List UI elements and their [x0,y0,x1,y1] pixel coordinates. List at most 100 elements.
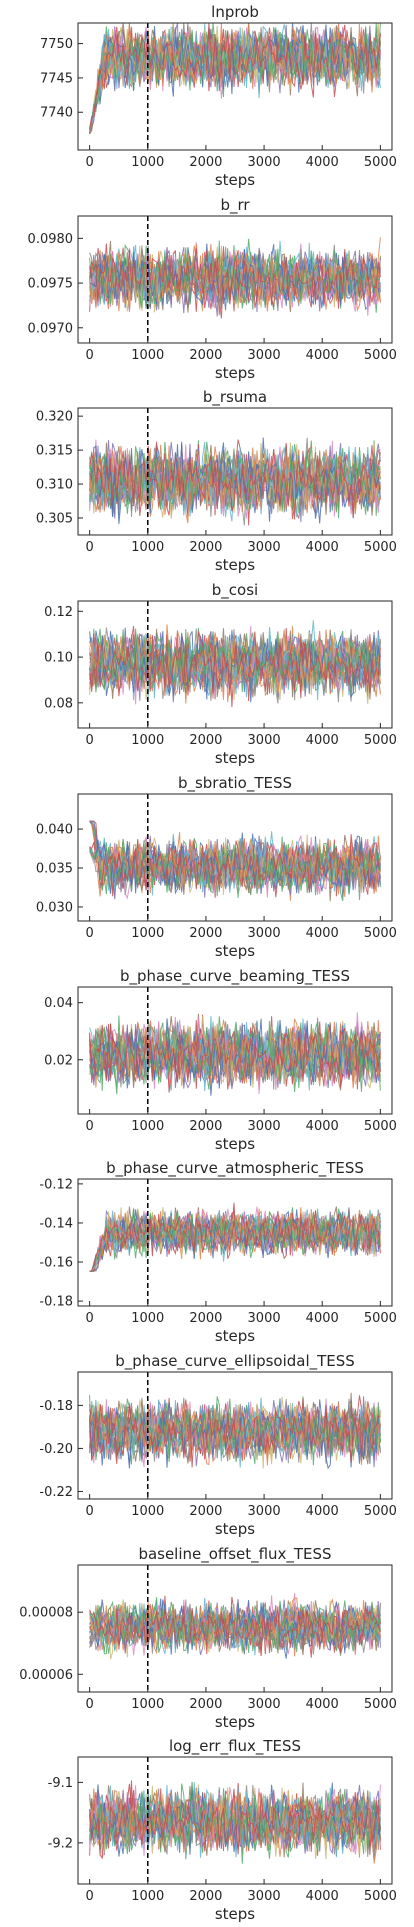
y-tick-label: -9.1 [48,1776,73,1791]
walker-trace [89,442,381,519]
x-tick-label: 5000 [364,1504,397,1519]
x-tick-label: 1000 [131,1118,164,1133]
x-tick-label: 2000 [189,155,222,170]
x-tick-label: 4000 [306,1118,339,1133]
x-tick-label: 0 [86,1889,94,1904]
y-tick-label: 0.305 [36,512,73,527]
trace-panel-b-sbratio-tess: b_sbratio_TESS 0 1000 2000 3000 4000 5000 0.030… [36,774,397,960]
x-tick-label: 5000 [364,926,397,941]
y-tick-label: 0.00008 [19,1605,73,1620]
trace-panel-log-err-flux-tess: log_err_flux_TESS 0 1000 2000 3000 4000 5000 -9… [48,1737,397,1923]
y-tick-label: 0.030 [36,900,73,915]
trace-panel-b-rr: b_rr 0 1000 2000 3000 4000 5000 0.0970 0.0975 0.0… [28,196,397,382]
plot-frame [77,600,393,729]
panel-title: lnprob [211,3,259,21]
trace-panel-baseline-offset-flux-tess: baseline_offset_flux_TESS 0 1000 2000 3000 40… [19,1545,397,1731]
x-tick-label: 5000 [364,1311,397,1326]
panel-title: b_phase_curve_ellipsoidal_TESS [115,1352,355,1371]
walker-trace [89,23,381,129]
x-tick-label: 4000 [306,1504,339,1519]
x-tick-label: 5000 [364,733,397,748]
x-tick-label: 1000 [131,540,164,555]
walker-trace [89,1603,381,1650]
y-tick-label: 0.310 [36,478,73,493]
x-tick-label: 0 [86,1504,94,1519]
walker-trace [89,445,381,520]
x-tick-label: 3000 [248,1504,281,1519]
y-tick-label: -9.2 [48,1837,73,1852]
x-tick-label: 3000 [248,1118,281,1133]
y-tick-label: 0.0970 [28,321,73,336]
trace-panel-b-phase-curve-ellipsoidal-tess: b_phase_curve_ellipsoidal_TESS 0 1000 2000 3… [39,1352,397,1538]
x-tick-label: 3000 [248,1311,281,1326]
y-tick-label: 0.320 [36,410,73,425]
plot-frame [77,1371,393,1500]
plot-frame [77,1178,393,1307]
x-tick-label: 0 [86,733,94,748]
x-axis-label: steps [215,1327,255,1345]
walker-trace [89,1603,381,1656]
y-tick-label: 0.040 [36,822,73,837]
y-tick-label: 0.04 [44,996,73,1011]
panel-title: b_cosi [212,581,258,600]
x-tick-label: 3000 [248,926,281,941]
walker-trace [89,1398,381,1468]
x-axis-label: steps [215,1520,255,1538]
trace-panel-b-rsuma: b_rsuma 0 1000 2000 3000 4000 5000 0.305 0.310 0.… [36,388,397,574]
y-tick-label: 0.02 [44,1053,73,1068]
x-tick-label: 1000 [131,926,164,941]
x-tick-label: 2000 [189,348,222,363]
y-tick-label: 0.035 [36,861,73,876]
x-tick-label: 5000 [364,1889,397,1904]
panel-title: baseline_offset_flux_TESS [138,1545,331,1564]
x-tick-label: 1000 [131,1889,164,1904]
x-tick-label: 3000 [248,733,281,748]
y-tick-label: 0.00006 [19,1667,73,1682]
y-tick-label: 0.0975 [28,276,73,291]
plot-frame [77,793,393,922]
plot-frame [77,215,393,344]
x-tick-label: 5000 [364,155,397,170]
walker-traces [89,620,381,708]
panel-title: b_phase_curve_atmospheric_TESS [106,1159,364,1178]
trace-panel-b-cosi: b_cosi 0 1000 2000 3000 4000 5000 0.08 0.10 0.12 s… [44,581,397,767]
x-tick-label: 1000 [131,155,164,170]
x-tick-label: 4000 [306,1697,339,1712]
x-axis-label: steps [215,1905,255,1923]
x-tick-label: 4000 [306,1889,339,1904]
y-tick-label: 7745 [40,71,73,86]
x-tick-label: 2000 [189,1504,222,1519]
x-tick-label: 0 [86,926,94,941]
x-tick-label: 2000 [189,540,222,555]
x-tick-label: 2000 [189,1697,222,1712]
walker-traces [89,237,381,319]
y-tick-label: -0.22 [39,1485,73,1500]
x-tick-label: 4000 [306,348,339,363]
x-axis-label: steps [215,1134,255,1152]
x-axis-label: steps [215,942,255,960]
x-tick-label: 0 [86,1311,94,1326]
x-tick-label: 1000 [131,733,164,748]
walker-trace [89,833,381,897]
y-tick-label: -0.18 [39,1295,73,1310]
panel-title: b_sbratio_TESS [178,774,292,793]
x-tick-label: 4000 [306,155,339,170]
x-axis-label: steps [215,171,255,189]
x-tick-label: 5000 [364,1697,397,1712]
y-tick-label: 0.10 [44,651,73,666]
x-tick-label: 3000 [248,348,281,363]
trace-panel-b-phase-curve-beaming-tess: b_phase_curve_beaming_TESS 0 1000 2000 3000 4… [44,966,397,1152]
x-tick-label: 1000 [131,1311,164,1326]
x-axis-label: steps [215,1713,255,1731]
x-tick-label: 5000 [364,540,397,555]
x-tick-label: 4000 [306,540,339,555]
y-tick-label: 0.0980 [28,232,73,247]
x-tick-label: 2000 [189,1311,222,1326]
x-tick-label: 2000 [189,1118,222,1133]
trace-panel-b-phase-curve-atmospheric-tess: b_phase_curve_atmospheric_TESS 0 1000 2000 3… [39,1159,397,1345]
y-tick-label: 0.315 [36,444,73,459]
x-tick-label: 0 [86,348,94,363]
panel-title: b_phase_curve_beaming_TESS [120,966,350,985]
plot-frame [77,22,393,151]
